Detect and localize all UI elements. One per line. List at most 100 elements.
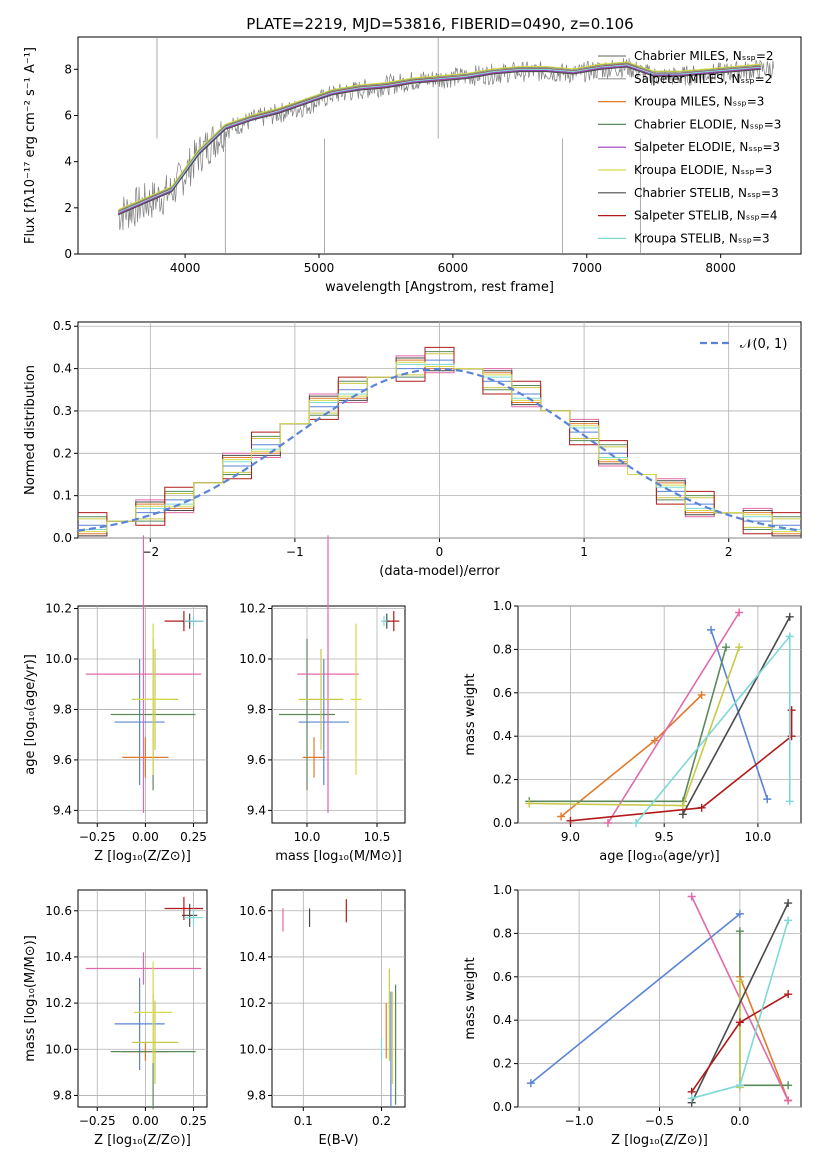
weight-age-xlabel: age [log₁₀(age/yr)] xyxy=(599,849,720,864)
weight-age-line xyxy=(682,616,791,815)
weight-age-marker xyxy=(707,625,716,634)
residuals-xlabel: (data-model)/error xyxy=(379,564,500,579)
age-z-ytick-label: 9.4 xyxy=(53,803,72,817)
mass-z-ylabel: mass [log₁₀(M/M⊙)] xyxy=(23,935,38,1062)
spectrum-model-line xyxy=(117,65,761,215)
age-z-ytick-label: 9.8 xyxy=(53,702,72,716)
age-z-xtick-label: 0.25 xyxy=(180,830,207,844)
legend-label: Chabrier ELODIE, Nₛₛₚ=3 xyxy=(634,117,781,131)
weight-age-marker xyxy=(650,736,659,745)
weight-z-marker xyxy=(526,1079,535,1088)
weight-age-marker xyxy=(722,643,731,652)
legend-label: Chabrier MILES, Nₛₛₚ=2 xyxy=(634,49,774,63)
mass-z-ytick-label: 10.4 xyxy=(45,950,72,964)
mass-ebv-xtick-label: 0.2 xyxy=(372,1114,391,1128)
weight-z-ytick-label: 1.0 xyxy=(493,883,512,897)
weight-z-marker xyxy=(735,1018,744,1027)
spectrum-model-line xyxy=(117,66,761,216)
weight-z-ytick-label: 0.2 xyxy=(493,1057,512,1071)
mass-z-xtick-label: 0.25 xyxy=(180,1114,207,1128)
age-z-xtick-label: 0.00 xyxy=(132,830,159,844)
weight-age-ytick-label: 0.8 xyxy=(493,642,512,656)
legend-label: Salpeter ELODIE, Nₛₛₚ=3 xyxy=(634,140,780,154)
weight-age-line xyxy=(710,629,769,800)
weight-z-marker xyxy=(784,990,793,999)
mass-z-ytick-label: 10.2 xyxy=(45,996,72,1010)
weight-z-marker xyxy=(735,1081,744,1090)
legend-label: Kroupa STELIB, Nₛₛₚ=3 xyxy=(634,231,770,245)
weight-z-marker xyxy=(687,892,696,901)
weight-age-marker xyxy=(566,816,575,825)
age-mass-xtick-label: 10.5 xyxy=(364,830,391,844)
spectrum-model-line xyxy=(117,61,761,211)
legend-label: Kroupa MILES, Nₛₛₚ=3 xyxy=(634,95,764,109)
age-mass-ytick-label: 10.2 xyxy=(239,602,266,616)
age-mass-ytick-label: 9.6 xyxy=(247,753,266,767)
residuals-xtick-label: −2 xyxy=(141,545,159,559)
weight-z-xtick-label: −0.5 xyxy=(645,1114,674,1128)
spectrum-xtick-label: 8000 xyxy=(705,261,736,275)
mass-ebv-xlabel: E(B-V) xyxy=(318,1133,358,1148)
mass-z-xlabel: Z [log₁₀(Z/Z⊙)] xyxy=(94,1133,191,1148)
residuals-xtick-label: 0 xyxy=(436,545,444,559)
weight-z-marker xyxy=(735,909,744,918)
weight-age-marker xyxy=(787,706,796,715)
mass-ebv-ytick-label: 10.6 xyxy=(239,904,266,918)
residuals-ytick-label: 0.5 xyxy=(53,319,72,333)
legend-label: Salpeter MILES, Nₛₛₚ=2 xyxy=(634,72,772,86)
weight-age-ytick-label: 0.2 xyxy=(493,773,512,787)
spectrum-ytick-label: 0 xyxy=(64,247,72,261)
weight-age-marker xyxy=(678,810,687,819)
residuals-ytick-label: 0.3 xyxy=(53,404,72,418)
weight-z-ylabel: mass weight xyxy=(463,957,478,1039)
weight-age-line xyxy=(607,612,740,824)
residuals-ytick-label: 0.4 xyxy=(53,362,72,376)
age-z-ylabel: age [log₁₀(age/yr)] xyxy=(23,654,38,775)
weight-age-ytick-label: 1.0 xyxy=(493,599,512,613)
weight-z-ytick-label: 0.0 xyxy=(493,1100,512,1114)
weight-age-xtick-label: 10.0 xyxy=(745,830,772,844)
weight-age-line xyxy=(560,694,703,818)
spectrum-ytick-label: 4 xyxy=(64,155,72,169)
age-mass-xtick-label: 10.0 xyxy=(294,830,321,844)
spectrum-model-line xyxy=(117,62,761,212)
age-mass-ytick-label: 9.4 xyxy=(247,803,266,817)
weight-z-ytick-label: 0.8 xyxy=(493,926,512,940)
weight-age-marker xyxy=(735,608,744,617)
weight-age-ytick-label: 0.4 xyxy=(493,729,512,743)
weight-z-xlabel: Z [log₁₀(Z/Z⊙)] xyxy=(611,1133,708,1148)
residuals-xtick-label: 1 xyxy=(580,545,588,559)
weight-z-marker xyxy=(784,916,793,925)
weight-z-marker xyxy=(784,1081,793,1090)
weight-z-marker xyxy=(735,977,744,986)
mass-z-xtick-label: −0.25 xyxy=(79,1114,116,1128)
legend-label: Salpeter STELIB, Nₛₛₚ=4 xyxy=(634,209,778,223)
age-z-ytick-label: 9.6 xyxy=(53,753,72,767)
spectrum-model-line xyxy=(117,64,761,213)
weight-age-xtick-label: 9.5 xyxy=(655,830,674,844)
weight-age-frame xyxy=(517,605,802,824)
weight-z-ytick-label: 0.6 xyxy=(493,970,512,984)
spectrum-frame xyxy=(77,36,802,255)
spectrum-xtick-label: 7000 xyxy=(572,261,603,275)
residual-hist xyxy=(78,361,801,533)
figure-title: PLATE=2219, MJD=53816, FIBERID=0490, z=0… xyxy=(246,15,633,33)
spectrum-ylabel: Flux [fλ10⁻¹⁷ erg cm⁻² s⁻¹ A⁻¹] xyxy=(23,47,38,244)
weight-z-ytick-label: 0.4 xyxy=(493,1013,512,1027)
weight-age-line xyxy=(529,646,727,803)
mass-z-frame xyxy=(77,889,208,1108)
weight-age-marker xyxy=(763,795,772,804)
weight-z-marker xyxy=(784,1096,793,1105)
weight-age-marker xyxy=(785,612,794,621)
age-mass-frame xyxy=(271,605,406,824)
weight-z-marker xyxy=(687,1094,696,1103)
age-z-ytick-label: 10.2 xyxy=(45,602,72,616)
residuals-ytick-label: 0.2 xyxy=(53,446,72,460)
mass-ebv-xtick-label: 0.1 xyxy=(294,1114,313,1128)
weight-age-marker xyxy=(785,632,794,641)
age-mass-ytick-label: 9.8 xyxy=(247,702,266,716)
mass-z-xtick-label: 0.00 xyxy=(132,1114,159,1128)
spectrum-ytick-label: 2 xyxy=(64,201,72,215)
weight-age-marker xyxy=(697,803,706,812)
